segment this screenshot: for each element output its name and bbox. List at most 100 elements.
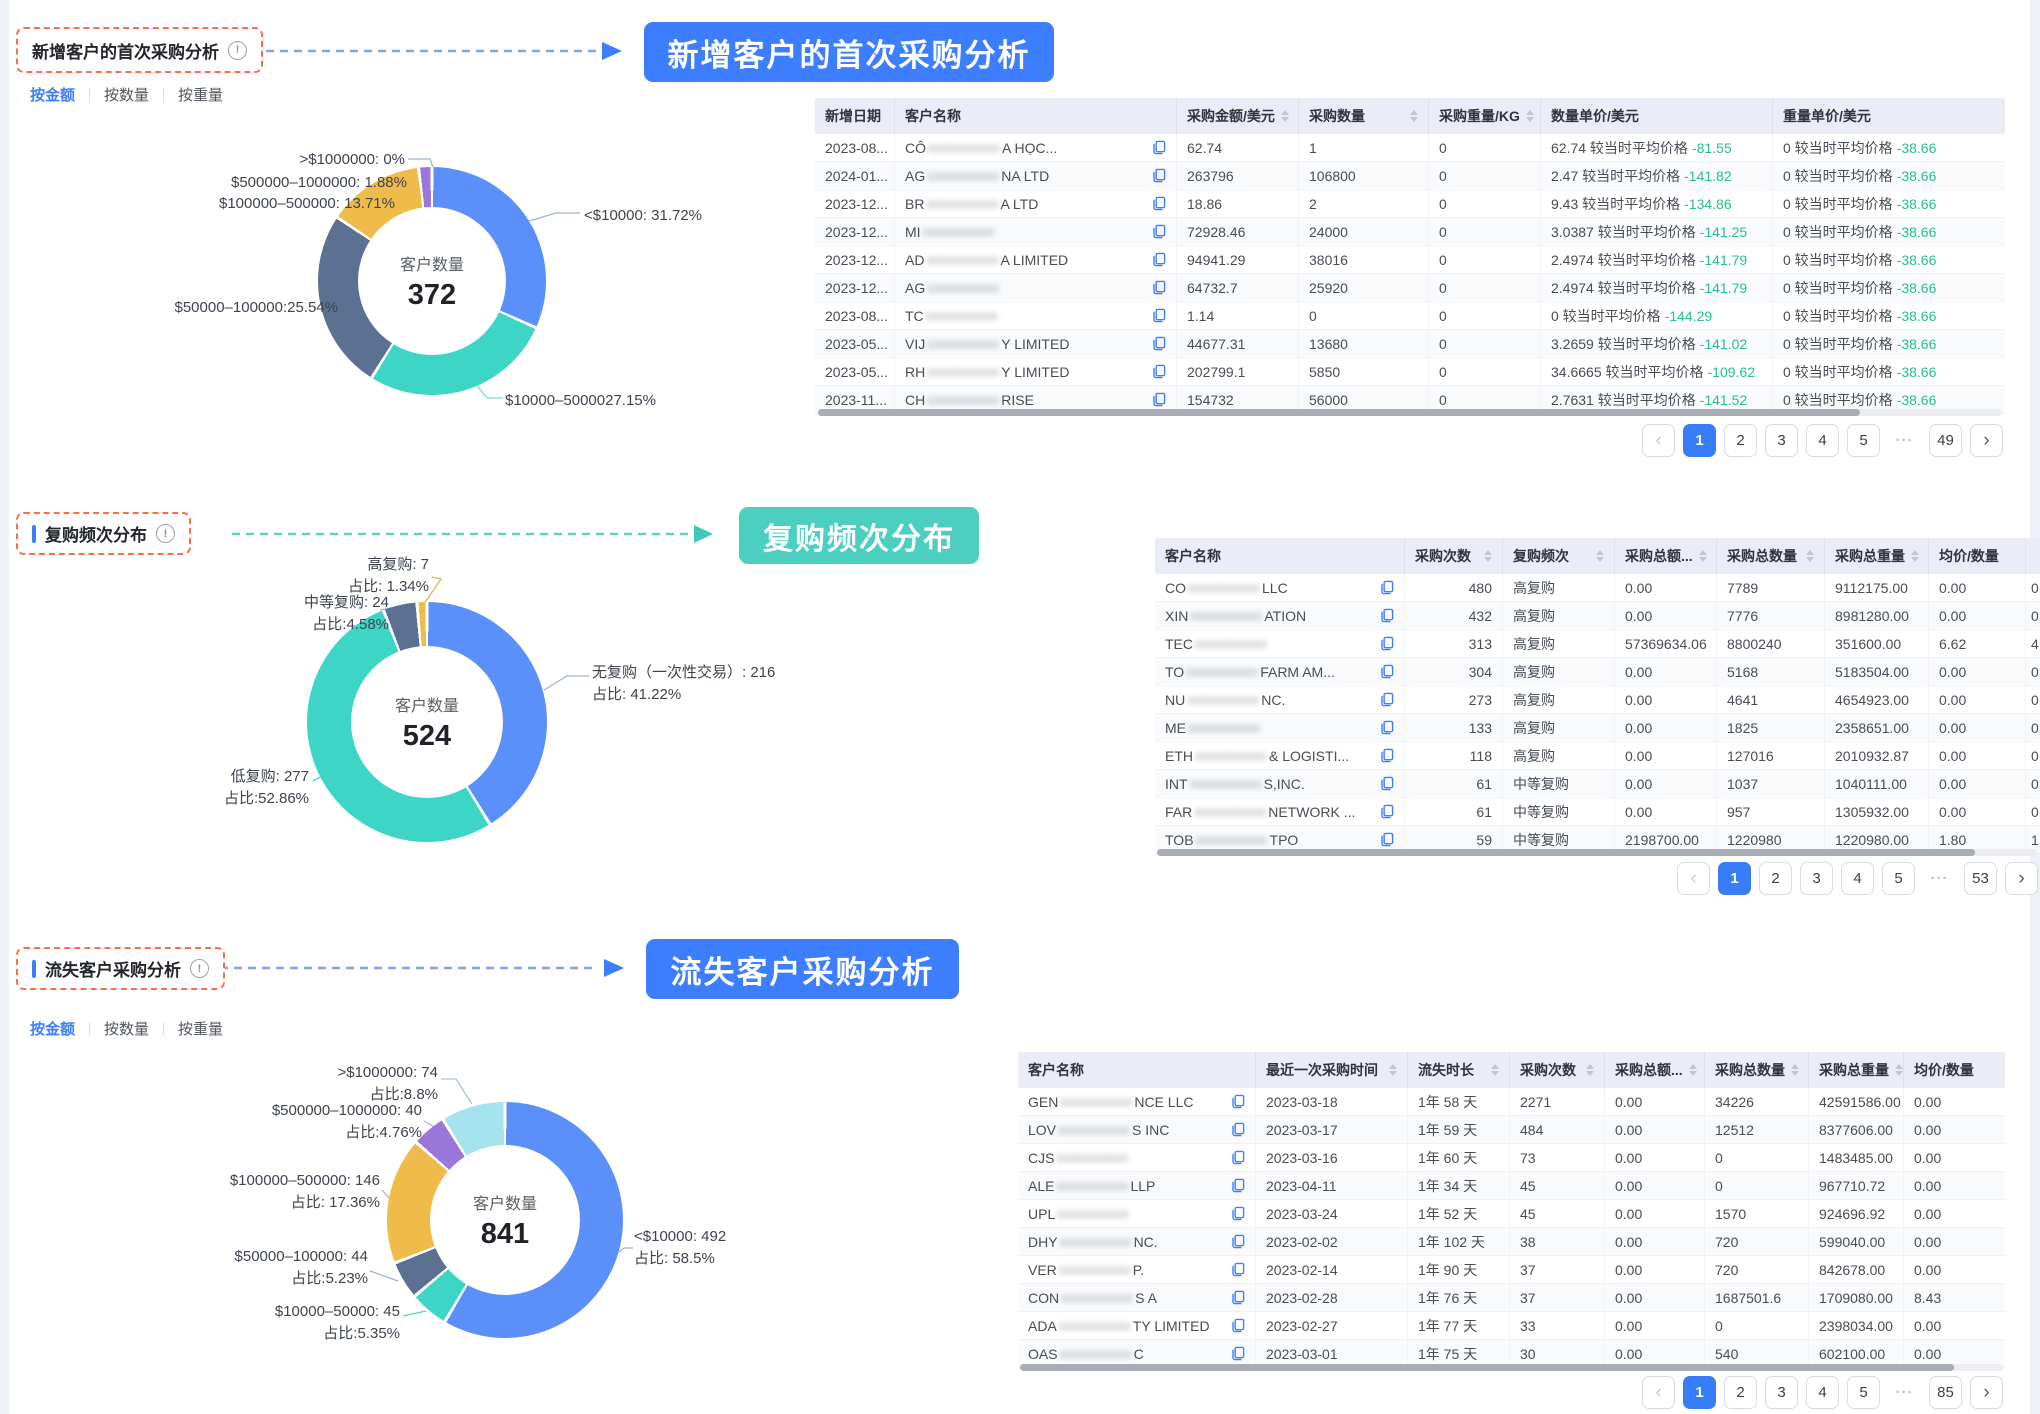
copy-icon[interactable]: [1151, 196, 1166, 211]
info-icon[interactable]: !: [228, 40, 247, 60]
prev-page-button[interactable]: ‹: [1677, 862, 1710, 895]
sort-icon[interactable]: [1785, 1064, 1799, 1076]
sort-icon[interactable]: [1580, 1064, 1594, 1076]
table-row[interactable]: ADA xxxxxxxxxxxx TY LIMITED 2023-02-27 1年 77…: [1018, 1312, 2005, 1340]
table-row[interactable]: 2023-12... BR xxxxxxxxxxxx A LTD 18.86 2 0 9.43…: [815, 190, 2005, 218]
scrollbar-thumb[interactable]: [818, 409, 1860, 416]
table-row[interactable]: TEC xxxxxxxxxxxx 313 高复购 57369634.06 8800240 3…: [1155, 630, 2040, 658]
sort-icon[interactable]: [1905, 550, 1919, 562]
copy-icon[interactable]: [1379, 580, 1394, 595]
table-row[interactable]: VER xxxxxxxxxxxx P. 2023-02-14 1年 90 天 37 0.00…: [1018, 1256, 2005, 1284]
table-row[interactable]: FAR xxxxxxxxxxxx NETWORK ... 61 中等复购 0.00 957 1…: [1155, 798, 2040, 826]
page-button-2[interactable]: 2: [1724, 1376, 1757, 1409]
copy-icon[interactable]: [1230, 1346, 1245, 1361]
tab-0[interactable]: 按金额: [30, 1021, 76, 1038]
tab-1[interactable]: 按数量: [104, 1021, 150, 1038]
table-row[interactable]: CON xxxxxxxxxxxx S A 2023-02-28 1年 76 天 37 0.0…: [1018, 1284, 2005, 1312]
copy-icon[interactable]: [1230, 1094, 1245, 1109]
sort-icon[interactable]: [1800, 550, 1814, 562]
column-header-1[interactable]: 采购次数: [1405, 538, 1503, 574]
copy-icon[interactable]: [1151, 280, 1166, 295]
table-row[interactable]: 2023-12... AG xxxxxxxxxxxx 64732.7 25920 0 2.4…: [815, 274, 2005, 302]
sort-icon[interactable]: [1275, 110, 1289, 122]
copy-icon[interactable]: [1379, 748, 1394, 763]
copy-icon[interactable]: [1379, 692, 1394, 707]
next-page-button[interactable]: ›: [1970, 1376, 2003, 1409]
copy-icon[interactable]: [1151, 392, 1166, 407]
page-button-1[interactable]: 1: [1683, 1376, 1716, 1409]
page-button-85[interactable]: 85: [1929, 1376, 1962, 1409]
table-row[interactable]: XIN xxxxxxxxxxxx ATION 432 高复购 0.00 7776 898128…: [1155, 602, 2040, 630]
copy-icon[interactable]: [1151, 140, 1166, 155]
tab-1[interactable]: 按数量: [104, 87, 150, 104]
page-button-4[interactable]: 4: [1806, 1376, 1839, 1409]
table-row[interactable]: LOV xxxxxxxxxxxx S INC 2023-03-17 1年 59 天 484…: [1018, 1116, 2005, 1144]
table-row[interactable]: UPL xxxxxxxxxxxx 2023-03-24 1年 52 天 45 0.00 15…: [1018, 1200, 2005, 1228]
page-button-4[interactable]: 4: [1806, 424, 1839, 457]
page-button-5[interactable]: 5: [1847, 1376, 1880, 1409]
table-row[interactable]: ETH xxxxxxxxxxxx & LOGISTI... 118 高复购 0.00 127…: [1155, 742, 2040, 770]
column-header-4[interactable]: 采购总额...: [1605, 1052, 1705, 1088]
page-button-5[interactable]: 5: [1882, 862, 1915, 895]
page-button-4[interactable]: 4: [1841, 862, 1874, 895]
copy-icon[interactable]: [1230, 1206, 1245, 1221]
donut-chart-first-purchase[interactable]: 客户数量 372: [318, 167, 546, 395]
sort-icon[interactable]: [1478, 550, 1492, 562]
copy-icon[interactable]: [1151, 224, 1166, 239]
next-page-button[interactable]: ›: [2005, 862, 2038, 895]
copy-icon[interactable]: [1151, 308, 1166, 323]
page-button-3[interactable]: 3: [1765, 424, 1798, 457]
prev-page-button[interactable]: ‹: [1642, 424, 1675, 457]
column-header-3[interactable]: 采购数量: [1299, 98, 1429, 134]
info-icon[interactable]: !: [156, 524, 175, 543]
sort-icon[interactable]: [1485, 1064, 1499, 1076]
sort-icon[interactable]: [1889, 1064, 1903, 1076]
table-row[interactable]: TO xxxxxxxxxxxx FARM AM... 304 高复购 0.00 5168 51…: [1155, 658, 2040, 686]
column-header-3[interactable]: 采购总额...: [1615, 538, 1717, 574]
column-header-2[interactable]: 采购金额/美元: [1177, 98, 1299, 134]
tab-2[interactable]: 按重量: [178, 1021, 224, 1038]
copy-icon[interactable]: [1151, 364, 1166, 379]
column-header-5[interactable]: 采购总数量: [1705, 1052, 1809, 1088]
column-header-5[interactable]: 采购总重量: [1825, 538, 1929, 574]
table-row[interactable]: 2023-05... RH xxxxxxxxxxxx Y LIMITED 202799.…: [815, 358, 2005, 386]
table-row[interactable]: CJS xxxxxxxxxxxx 2023-03-16 1年 60 天 73 0.00 0 1…: [1018, 1144, 2005, 1172]
table-row[interactable]: OAS xxxxxxxxxxxx C 2023-03-01 1年 75 天 30 0.00 5…: [1018, 1340, 2005, 1368]
page-button-3[interactable]: 3: [1765, 1376, 1798, 1409]
table-row[interactable]: NU xxxxxxxxxxxx NC. 273 高复购 0.00 4641 4654923.0…: [1155, 686, 2040, 714]
copy-icon[interactable]: [1379, 636, 1394, 651]
copy-icon[interactable]: [1151, 168, 1166, 183]
page-button-53[interactable]: 53: [1964, 862, 1997, 895]
tab-0[interactable]: 按金额: [30, 87, 76, 104]
prev-page-button[interactable]: ‹: [1642, 1376, 1675, 1409]
donut-chart-churned[interactable]: 客户数量 841: [387, 1102, 623, 1338]
page-button-49[interactable]: 49: [1929, 424, 1962, 457]
horizontal-scrollbar[interactable]: [818, 409, 2002, 416]
page-button-2[interactable]: 2: [1759, 862, 1792, 895]
column-header-4[interactable]: 采购重量/KG: [1429, 98, 1541, 134]
column-header-1[interactable]: 最近一次采购时间: [1256, 1052, 1408, 1088]
table-row[interactable]: 2023-08... TC xxxxxxxxxxxx 1.14 0 0 0 较当时平均价格 -…: [815, 302, 2005, 330]
table-row[interactable]: 2023-08... CÔ xxxxxxxxxxxx A HỌC... 62.74 1 0 6…: [815, 134, 2005, 162]
copy-icon[interactable]: [1230, 1234, 1245, 1249]
copy-icon[interactable]: [1230, 1318, 1245, 1333]
page-button-5[interactable]: 5: [1847, 424, 1880, 457]
info-icon[interactable]: !: [190, 959, 209, 978]
copy-icon[interactable]: [1379, 776, 1394, 791]
column-header-4[interactable]: 采购总数量: [1717, 538, 1825, 574]
copy-icon[interactable]: [1230, 1178, 1245, 1193]
scrollbar-thumb[interactable]: [1020, 1364, 1954, 1371]
page-button-1[interactable]: 1: [1718, 862, 1751, 895]
copy-icon[interactable]: [1379, 664, 1394, 679]
scrollbar-thumb[interactable]: [1157, 849, 1976, 856]
column-header-3[interactable]: 采购次数: [1510, 1052, 1605, 1088]
copy-icon[interactable]: [1230, 1290, 1245, 1305]
horizontal-scrollbar[interactable]: [1157, 849, 2037, 856]
copy-icon[interactable]: [1230, 1122, 1245, 1137]
copy-icon[interactable]: [1379, 608, 1394, 623]
donut-chart-repurchase[interactable]: 客户数量 524: [307, 602, 547, 842]
page-button-1[interactable]: 1: [1683, 424, 1716, 457]
copy-icon[interactable]: [1379, 832, 1394, 847]
copy-icon[interactable]: [1151, 336, 1166, 351]
